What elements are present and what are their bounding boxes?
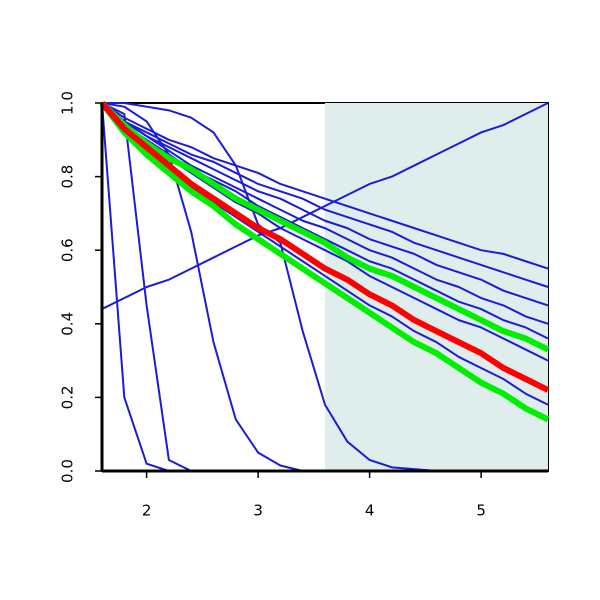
series-line: [101, 102, 549, 270]
y-tick-label: 0.8: [59, 165, 77, 189]
series-line: [99, 100, 550, 353]
series-line: [99, 101, 550, 423]
x-tick-label: 4: [365, 502, 375, 520]
y-tick-label: 1.0: [59, 91, 77, 115]
series-line: [101, 102, 549, 310]
y-tick-label: 0.4: [59, 312, 77, 336]
series-line: [101, 102, 549, 307]
x-tick-label: 5: [476, 502, 486, 520]
x-tick-label: 3: [253, 502, 263, 520]
y-tick-label: 0.0: [59, 459, 77, 483]
y-tick-label: 0.6: [59, 238, 77, 262]
series-line: [99, 101, 550, 393]
series-line: [101, 102, 549, 288]
y-tick-label: 0.2: [59, 385, 77, 409]
x-tick-label: 2: [142, 502, 152, 520]
series-line: [101, 102, 549, 325]
